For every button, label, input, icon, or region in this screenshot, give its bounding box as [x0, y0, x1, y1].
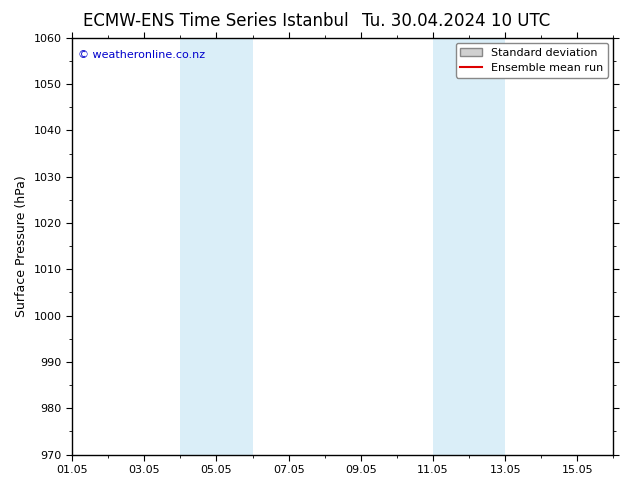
Text: Tu. 30.04.2024 10 UTC: Tu. 30.04.2024 10 UTC — [363, 12, 550, 30]
Bar — [180, 38, 252, 455]
Y-axis label: Surface Pressure (hPa): Surface Pressure (hPa) — [15, 175, 28, 317]
Text: © weatheronline.co.nz: © weatheronline.co.nz — [77, 50, 205, 60]
Legend: Standard deviation, Ensemble mean run: Standard deviation, Ensemble mean run — [456, 43, 608, 78]
Text: ECMW-ENS Time Series Istanbul: ECMW-ENS Time Series Istanbul — [83, 12, 348, 30]
Bar — [433, 38, 505, 455]
